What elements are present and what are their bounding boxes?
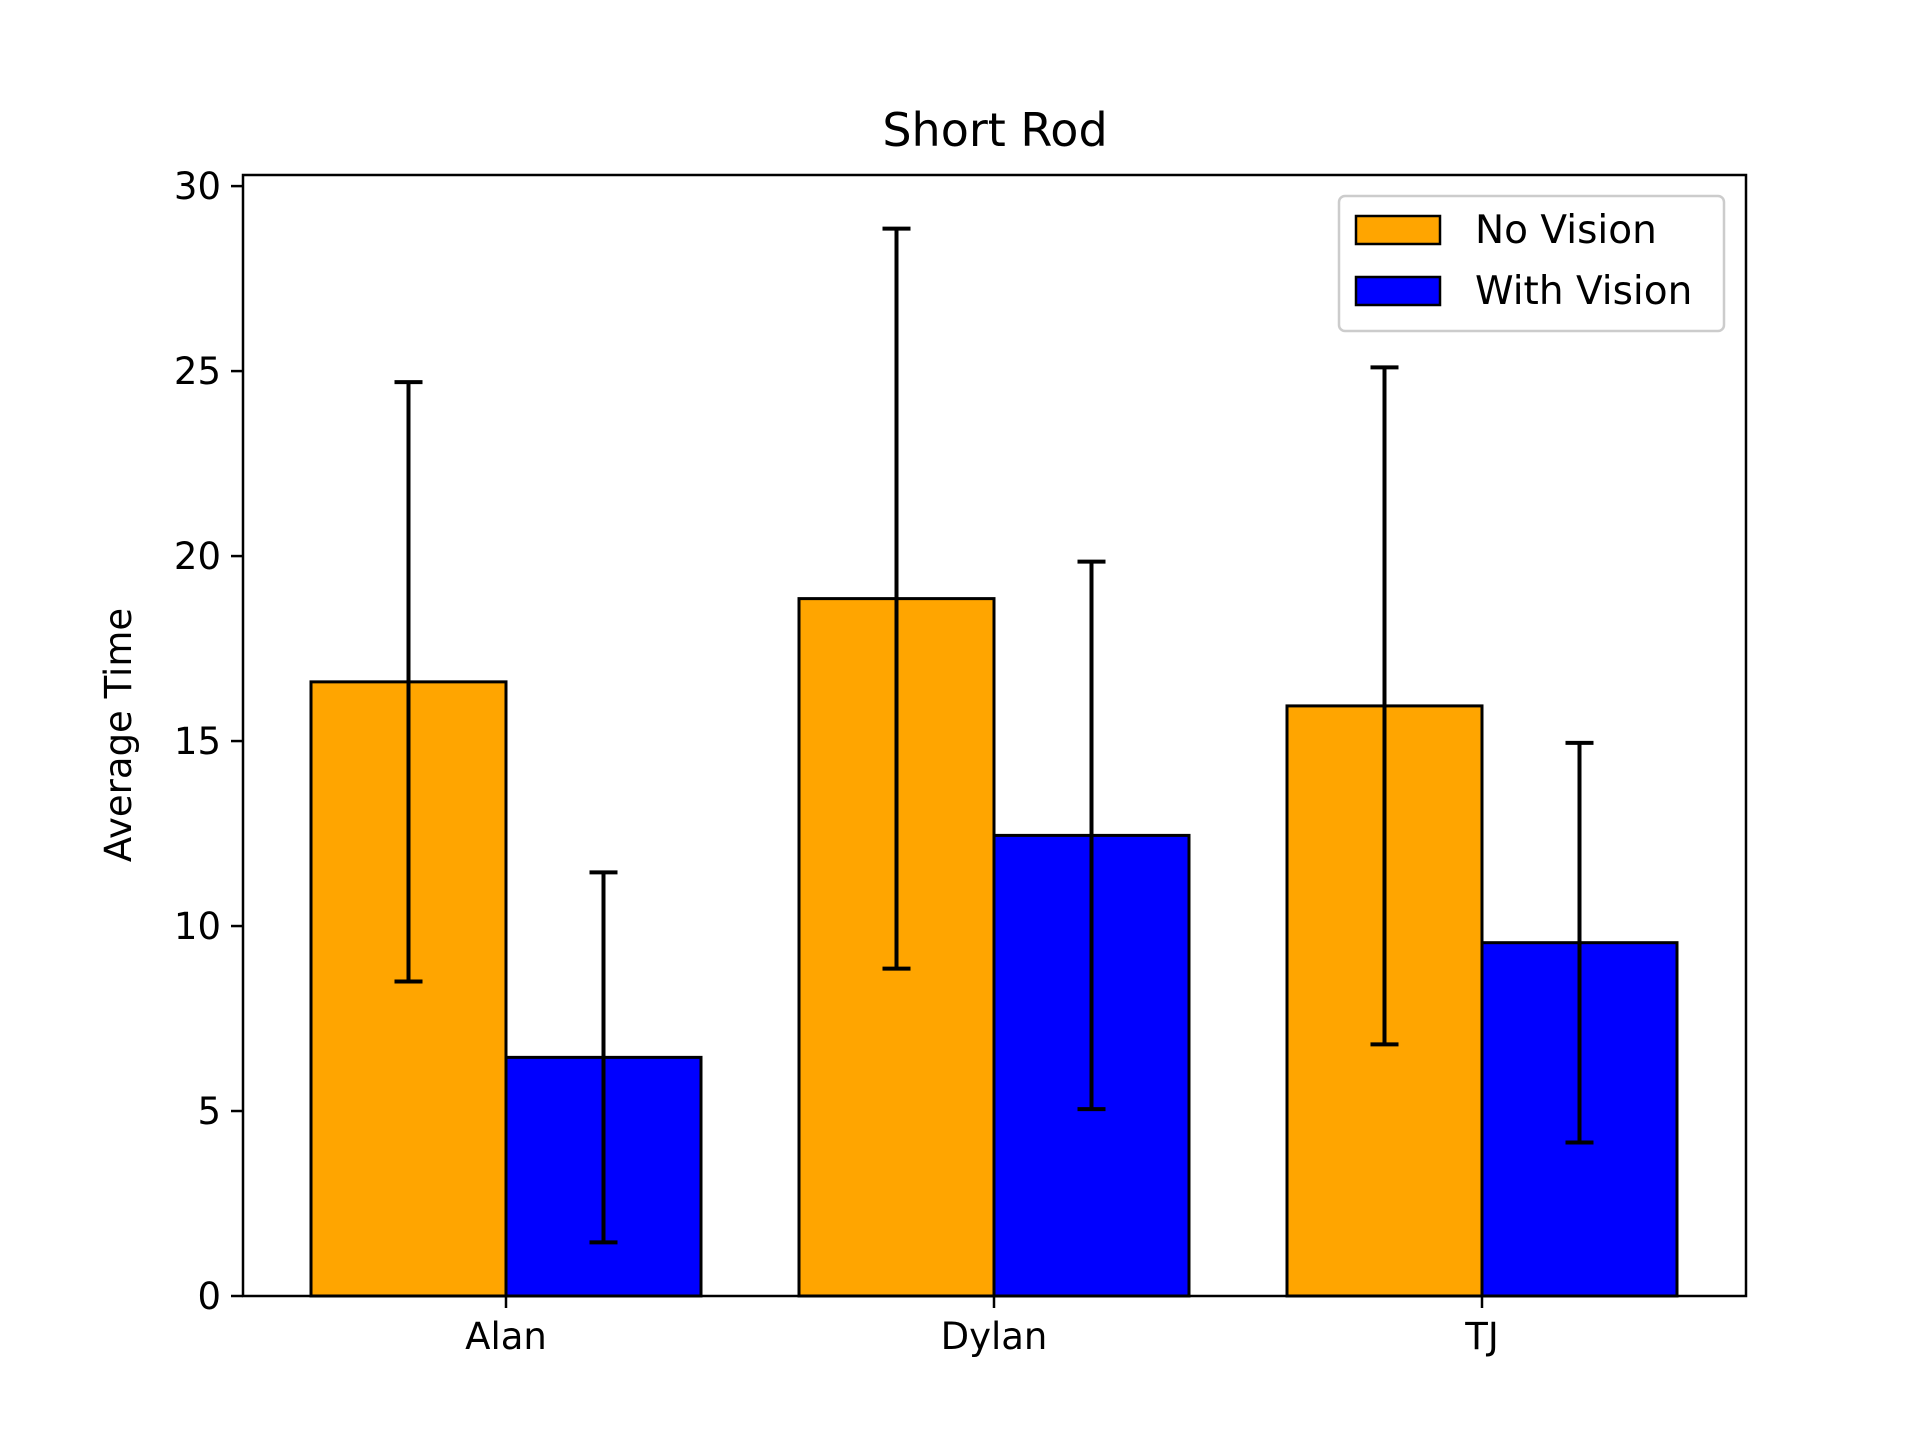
- legend: No Vision With Vision: [1337, 194, 1726, 333]
- y-tick-label: 20: [174, 535, 221, 578]
- legend-label: No Vision: [1475, 208, 1657, 253]
- legend-swatch: [1354, 275, 1442, 307]
- error-bar-with-vision-tj: [1565, 740, 1594, 1145]
- error-bar-no-vision-alan: [394, 380, 423, 984]
- legend-item-with-vision: With Vision: [1354, 269, 1692, 314]
- y-tick-label: 5: [197, 1090, 221, 1133]
- error-bar-no-vision-tj: [1370, 365, 1399, 1047]
- y-tick-label: 10: [174, 905, 221, 948]
- error-bar-with-vision-alan: [589, 870, 618, 1245]
- y-axis-label: Average Time: [97, 608, 140, 862]
- plot-area: 0 5 10 15 20 25 30 Alan Dylan TJ: [174, 165, 1748, 1358]
- chart-title: Short Rod: [882, 103, 1107, 157]
- legend-swatch: [1354, 214, 1442, 246]
- y-tick-label: 0: [197, 1275, 221, 1318]
- y-tick-label: 30: [174, 165, 221, 208]
- legend-label: With Vision: [1475, 269, 1692, 314]
- y-tick-label: 15: [174, 720, 221, 763]
- x-tick-label: TJ: [1464, 1315, 1499, 1358]
- x-tick-label: Dylan: [941, 1315, 1048, 1358]
- legend-item-no-vision: No Vision: [1354, 208, 1657, 253]
- y-tick-label: 25: [174, 350, 221, 393]
- error-bar-with-vision-dylan: [1077, 559, 1106, 1112]
- error-bar-no-vision-dylan: [882, 226, 911, 971]
- x-tick-label: Alan: [465, 1315, 547, 1358]
